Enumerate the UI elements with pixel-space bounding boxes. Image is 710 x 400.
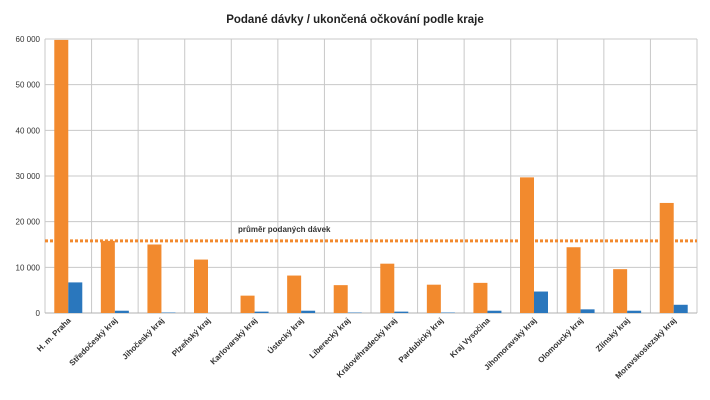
bar-series-2 [254, 311, 269, 313]
x-tick-label: Středočeský kraj [68, 316, 120, 368]
x-tick-label: Pardubický kraj [397, 316, 446, 365]
x-tick-label: Karlovarský kraj [209, 316, 259, 366]
bar-series-2 [114, 310, 129, 313]
bar-series-1 [240, 295, 255, 313]
y-tick-label: 50 000 [16, 81, 41, 90]
bars [54, 39, 688, 314]
bar-series-1 [659, 202, 674, 313]
bar-series-2 [487, 310, 502, 313]
x-tick-label: Zlínský kraj [594, 316, 631, 353]
y-tick-label: 30 000 [16, 172, 41, 181]
bar-series-2 [627, 310, 642, 313]
bar-series-1 [520, 177, 534, 313]
bar-series-1 [54, 39, 69, 314]
x-tick-label: Kraj Vysočina [448, 316, 492, 360]
x-tick-label: Ústecký kraj [266, 316, 306, 356]
bar-series-2 [580, 309, 595, 313]
x-tick-label: H. m. Praha [35, 316, 73, 354]
bar-series-1 [426, 284, 441, 313]
y-tick-label: 40 000 [16, 126, 41, 135]
x-tick-label: Liberecký kraj [308, 316, 352, 360]
y-tick-label: 60 000 [16, 35, 41, 44]
bar-series-2 [673, 304, 688, 313]
bar-series-1 [100, 240, 115, 313]
bar-series-2 [534, 291, 548, 313]
reference-line-label: průměr podaných dávek [238, 225, 331, 234]
x-tick-label: Jihočeský kraj [120, 316, 165, 361]
x-tick-label: Olomoucký kraj [536, 316, 585, 365]
reference-line: průměr podaných dávek [45, 225, 697, 243]
bar-series-1 [566, 247, 581, 313]
y-axis: 0 10 000 20 000 30 000 40 000 50 000 60 000 [16, 35, 41, 318]
gridlines [44, 38, 698, 314]
y-tick-label: 20 000 [16, 218, 41, 227]
x-tick-label: Jihomoravský kraj [482, 316, 538, 372]
bar-series-1 [380, 263, 395, 313]
y-tick-label: 0 [36, 309, 41, 318]
bar-series-1 [333, 285, 348, 313]
chart-title: Podané dávky / ukončená očkování podle k… [226, 14, 484, 26]
bar-series-2 [301, 310, 316, 313]
bar-series-1 [287, 275, 302, 313]
bar-series-1 [147, 244, 162, 313]
bar-series-2 [394, 311, 409, 313]
bar-series-1 [613, 269, 628, 313]
bar-series-2 [68, 282, 83, 313]
y-tick-label: 10 000 [16, 263, 41, 272]
bar-series-1 [194, 259, 208, 313]
bar-series-1 [473, 282, 488, 313]
x-tick-label: Plzeňský kraj [170, 316, 212, 358]
